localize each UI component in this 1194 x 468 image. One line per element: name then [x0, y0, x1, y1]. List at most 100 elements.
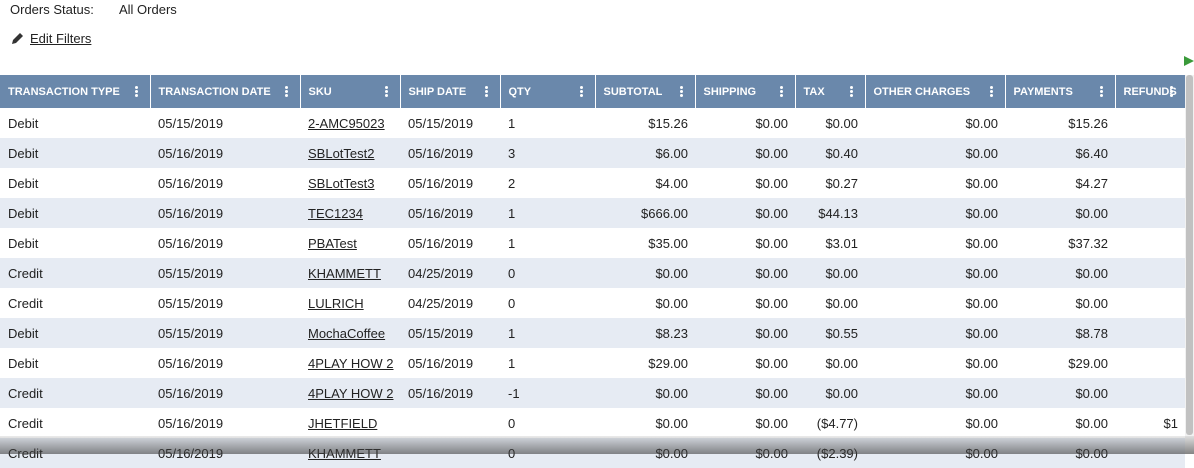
scroll-thumb[interactable] — [1186, 75, 1193, 435]
cell-text: $0.00 — [965, 265, 998, 281]
table-cell: 2 — [500, 168, 595, 198]
cell-text: -1 — [508, 385, 520, 401]
table-cell: 0 — [500, 288, 595, 318]
cell-text: 1 — [508, 325, 516, 341]
table-cell: $0.00 — [865, 378, 1005, 408]
table-cell: 04/25/2019 — [400, 258, 500, 288]
table-row[interactable]: Debit 05/15/2019 MochaCoffee 05/15/2019 1 $8.… — [0, 318, 1185, 348]
cell-text: 2 — [508, 175, 516, 191]
column-header[interactable]: SHIPPING — [695, 75, 796, 108]
column-menu[interactable] — [579, 86, 583, 89]
sku-link[interactable]: MochaCoffee — [308, 325, 386, 341]
table-cell: $0.00 — [865, 168, 1005, 198]
sku-link[interactable]: 4PLAY HOW 2 — [308, 355, 394, 371]
column-header[interactable]: REFUNDS — [1115, 75, 1186, 108]
column-header[interactable]: TAX — [795, 75, 866, 108]
column-header[interactable]: QTY — [500, 75, 596, 108]
table-cell: 05/15/2019 — [400, 318, 500, 348]
table-cell: 1 — [500, 228, 595, 258]
table-cell — [1115, 228, 1185, 258]
table-cell: $0.00 — [1005, 258, 1115, 288]
column-header[interactable]: SKU — [300, 75, 401, 108]
table-cell: $0.00 — [1005, 408, 1115, 438]
cell-text: 1 — [508, 205, 516, 221]
table-row[interactable]: Credit 05/16/2019 KHAMMETT 0 $0.00 $0.00 ($2.3… — [0, 438, 1185, 468]
sku-link[interactable]: TEC1234 — [308, 205, 363, 221]
sku-link[interactable]: KHAMMETT — [308, 445, 381, 461]
table-row[interactable]: Debit 05/16/2019 PBATest 05/16/2019 1 $35.00 $… — [0, 228, 1185, 258]
cell-text: Credit — [8, 445, 43, 461]
table-cell: 05/16/2019 — [150, 348, 300, 378]
table-row[interactable]: Credit 05/15/2019 KHAMMETT 04/25/2019 0 $0.00… — [0, 258, 1185, 288]
cell-text: $0.00 — [1075, 205, 1108, 221]
table-row[interactable]: Credit 05/16/2019 4PLAY HOW 2 05/16/2019 -1 $… — [0, 378, 1185, 408]
table-row[interactable]: Debit 05/16/2019 SBLotTest3 05/16/2019 2 $4.0… — [0, 168, 1185, 198]
sku-link[interactable]: SBLotTest2 — [308, 145, 375, 161]
sku-link[interactable]: 2-AMC95023 — [308, 115, 385, 131]
edit-filters-link[interactable]: Edit Filters — [30, 31, 92, 46]
table-cell: $0.00 — [865, 438, 1005, 468]
edit-filters[interactable]: Edit Filters — [10, 31, 91, 46]
column-menu[interactable] — [679, 86, 683, 89]
column-menu[interactable] — [1099, 86, 1103, 89]
cell-text: $15.26 — [1068, 115, 1108, 131]
sku-link[interactable]: 4PLAY HOW 2 — [308, 385, 394, 401]
cell-text: 05/16/2019 — [158, 385, 224, 401]
table-row[interactable]: Credit 05/16/2019 JHETFIELD 0 $0.00 $0.00 ($4.… — [0, 408, 1185, 438]
column-menu[interactable] — [779, 86, 783, 89]
column-header[interactable]: PAYMENTS — [1005, 75, 1116, 108]
table-row[interactable]: Credit 05/15/2019 LULRICH 04/25/2019 0 $0.00 $… — [0, 288, 1185, 318]
status-value[interactable]: All Orders — [119, 2, 177, 17]
table-cell: 0 — [500, 408, 595, 438]
cell-text: 05/15/2019 — [158, 295, 224, 311]
cell-text: $0.00 — [825, 385, 858, 401]
column-header[interactable]: TRANSACTION DATE — [150, 75, 301, 108]
table-cell: Credit — [0, 378, 150, 408]
cell-text: Debit — [8, 115, 39, 131]
table-cell: 05/15/2019 — [400, 108, 500, 138]
column-header[interactable]: SUBTOTAL — [595, 75, 696, 108]
column-menu[interactable] — [849, 86, 853, 89]
cell-text: 05/16/2019 — [158, 415, 224, 431]
column-title: SHIP DATE — [408, 85, 467, 98]
sku-link[interactable]: PBATest — [308, 235, 357, 251]
cell-text: $15.26 — [648, 115, 688, 131]
column-menu[interactable] — [484, 86, 488, 89]
table-cell: Debit — [0, 318, 150, 348]
table-cell: 05/15/2019 — [150, 108, 300, 138]
table-row[interactable]: Debit 05/16/2019 SBLotTest2 05/16/2019 3 $6.0… — [0, 138, 1185, 168]
column-header[interactable]: OTHER CHARGES — [865, 75, 1006, 108]
table-cell: $6.00 — [595, 138, 695, 168]
table-row[interactable]: Debit 05/15/2019 2-AMC95023 05/15/2019 1 $15.… — [0, 108, 1185, 138]
column-header[interactable]: SHIP DATE — [400, 75, 501, 108]
table-cell: $0.00 — [695, 408, 795, 438]
table-cell — [1115, 288, 1185, 318]
cell-text: $0.40 — [825, 145, 858, 161]
table-cell: 0 — [500, 438, 595, 468]
scrollbar[interactable] — [1185, 75, 1194, 454]
column-menu[interactable] — [284, 86, 288, 89]
table-cell: $0.00 — [695, 168, 795, 198]
export-icon[interactable] — [1184, 54, 1194, 68]
column-title: SHIPPING — [703, 85, 757, 98]
column-menu[interactable] — [1169, 86, 1173, 89]
sku-link[interactable]: JHETFIELD — [308, 415, 378, 431]
sku-link[interactable]: KHAMMETT — [308, 265, 381, 281]
table-row[interactable]: Debit 05/16/2019 4PLAY HOW 2 05/16/2019 1 $29… — [0, 348, 1185, 378]
table-cell: $0.55 — [795, 318, 865, 348]
column-title: REFUNDS — [1123, 85, 1177, 98]
table-cell: JHETFIELD — [300, 408, 400, 438]
sku-link[interactable]: SBLotTest3 — [308, 175, 375, 191]
sku-link[interactable]: LULRICH — [308, 295, 364, 311]
column-menu[interactable] — [989, 86, 993, 89]
column-header[interactable]: TRANSACTION TYPE — [0, 75, 151, 108]
table-row[interactable]: Debit 05/16/2019 TEC1234 05/16/2019 1 $666.00… — [0, 198, 1185, 228]
cell-text: $0.00 — [965, 235, 998, 251]
cell-text: $0.00 — [755, 115, 788, 131]
cell-text: $44.13 — [818, 205, 858, 221]
table-cell: $29.00 — [595, 348, 695, 378]
column-menu[interactable] — [384, 86, 388, 89]
cell-text: $0.00 — [655, 445, 688, 461]
table-cell: 05/16/2019 — [400, 378, 500, 408]
column-menu[interactable] — [134, 86, 138, 89]
